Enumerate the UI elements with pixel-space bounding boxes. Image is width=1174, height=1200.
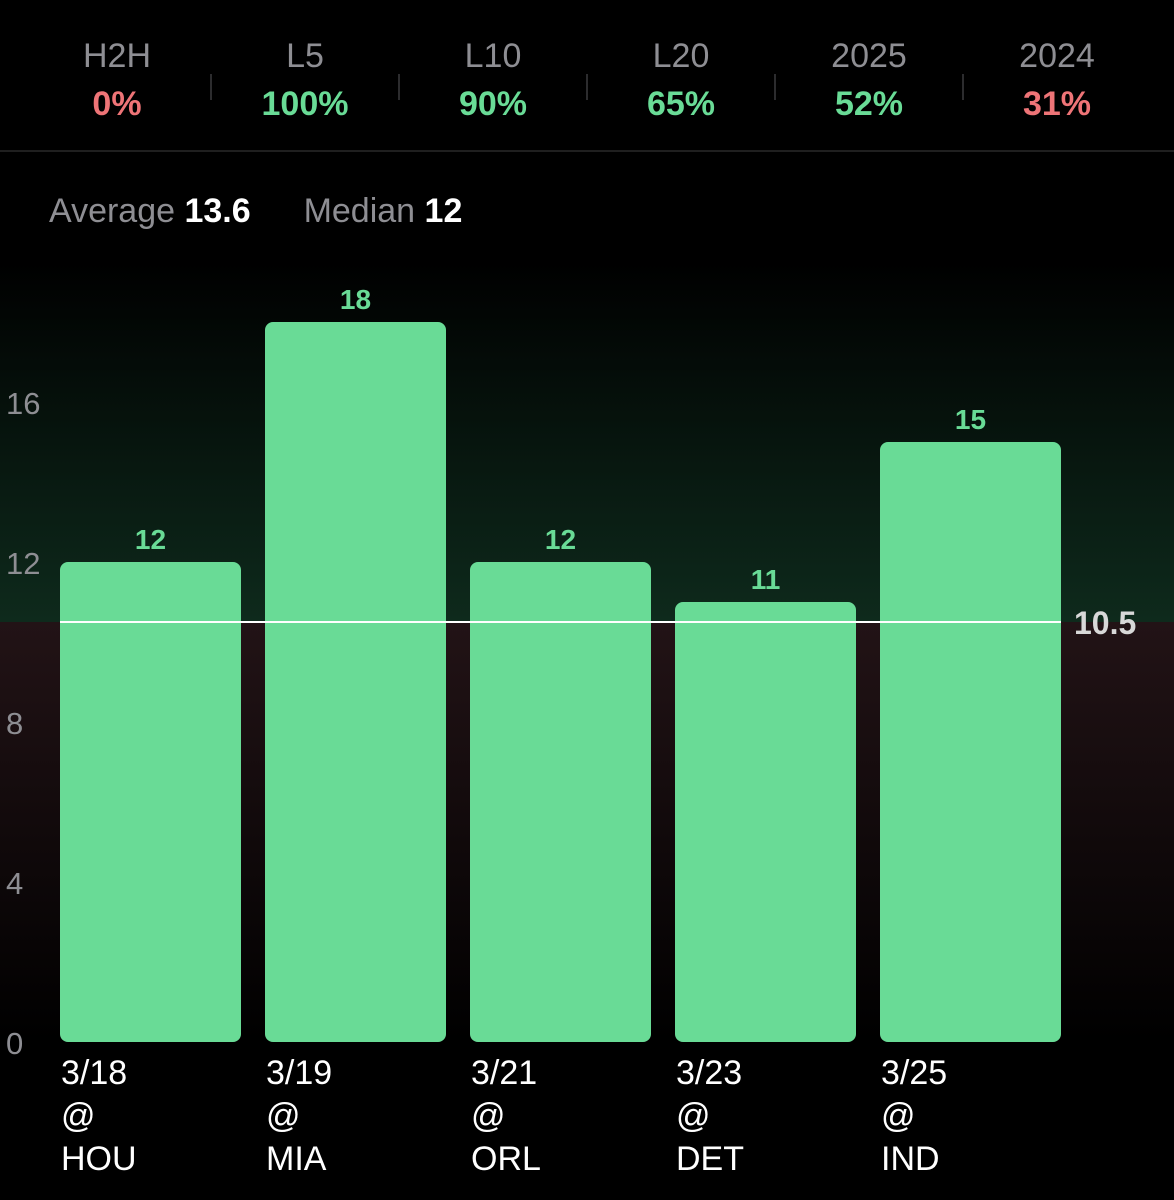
stat-tab-2024[interactable]: 2024 31%	[963, 30, 1151, 130]
x-label-opponent: IND	[881, 1140, 940, 1178]
y-tick-label: 12	[6, 546, 40, 581]
median-label: Median	[303, 192, 416, 230]
stat-label: 2025	[831, 37, 907, 75]
stat-value: 31%	[1022, 85, 1092, 123]
stat-tab-l20[interactable]: L20 65%	[587, 30, 775, 130]
stats-bar: H2H 0% L5 100% L10 90% L20 65% 2025 52% 2024 31%	[0, 0, 1174, 152]
stat-label: 2024	[1019, 37, 1095, 75]
bar-3/18-@-HOU[interactable]	[60, 562, 241, 1042]
y-tick-label: 8	[6, 706, 23, 741]
x-label-at: @	[61, 1097, 96, 1135]
stat-tab-2025[interactable]: 2025 52%	[775, 30, 963, 130]
x-label-opponent: ORL	[471, 1140, 541, 1178]
median-value: 12	[424, 192, 463, 230]
x-label-date: 3/19	[266, 1054, 332, 1092]
stat-tab-l5[interactable]: L5 100%	[211, 30, 399, 130]
y-tick-label: 0	[6, 1026, 23, 1061]
stat-tab-h2h[interactable]: H2H 0%	[23, 30, 211, 130]
average-value: 13.6	[184, 192, 251, 230]
bar-value-label: 11	[751, 564, 781, 595]
x-label-opponent: MIA	[266, 1140, 327, 1178]
stat-tab-l10[interactable]: L10 90%	[399, 30, 587, 130]
bar-3/25-@-IND[interactable]	[880, 442, 1061, 1042]
stat-value: 0%	[92, 85, 142, 123]
y-tick-label: 16	[6, 386, 40, 421]
bar-value-label: 15	[955, 404, 986, 435]
stat-divider	[398, 74, 400, 100]
stat-value: 52%	[834, 85, 904, 123]
stat-divider	[210, 74, 212, 100]
x-label-at: @	[881, 1097, 916, 1135]
bar-3/21-@-ORL[interactable]	[470, 562, 651, 1042]
stat-label: L5	[286, 37, 324, 75]
bar-value-label: 18	[340, 284, 371, 315]
stat-label: L10	[464, 37, 522, 75]
stat-divider	[774, 74, 776, 100]
summary-row: Average 13.6 Median 12	[49, 188, 462, 234]
x-label-at: @	[676, 1097, 711, 1135]
x-label-date: 3/23	[676, 1054, 742, 1092]
x-label-opponent: HOU	[61, 1140, 137, 1178]
x-label-date: 3/21	[471, 1054, 537, 1092]
stat-label: L20	[652, 37, 710, 75]
bar-3/23-@-DET[interactable]	[675, 602, 856, 1042]
x-label-at: @	[471, 1097, 506, 1135]
x-label-date: 3/25	[881, 1054, 947, 1092]
average-label: Average	[49, 192, 176, 230]
bar-value-label: 12	[135, 524, 166, 555]
bar-value-label: 12	[545, 524, 576, 555]
x-label-date: 3/18	[61, 1054, 127, 1092]
stat-label: H2H	[82, 37, 152, 75]
bar-3/19-@-MIA[interactable]	[265, 322, 446, 1042]
stat-divider	[962, 74, 964, 100]
x-label-at: @	[266, 1097, 301, 1135]
stat-value: 65%	[646, 85, 716, 123]
stat-value: 90%	[458, 85, 528, 123]
prop-line-label: 10.5	[1074, 605, 1136, 641]
y-tick-label: 4	[6, 866, 23, 901]
stat-divider	[586, 74, 588, 100]
stat-value: 100%	[261, 85, 349, 123]
x-label-opponent: DET	[676, 1140, 744, 1178]
